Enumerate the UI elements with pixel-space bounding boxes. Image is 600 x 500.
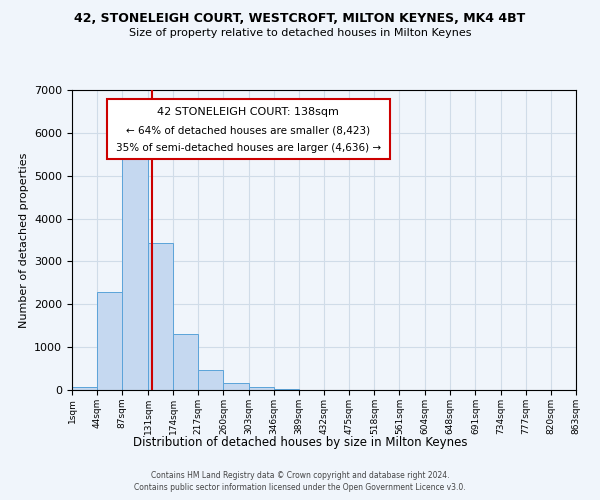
Bar	[122, 155, 148, 390]
Bar	[173, 334, 198, 390]
Text: 42, STONELEIGH COURT, WESTCROFT, MILTON KEYNES, MK4 4BT: 42, STONELEIGH COURT, WESTCROFT, MILTON …	[74, 12, 526, 26]
Text: Contains public sector information licensed under the Open Government Licence v3: Contains public sector information licen…	[134, 484, 466, 492]
Bar	[248, 387, 274, 390]
Text: Contains HM Land Registry data © Crown copyright and database right 2024.: Contains HM Land Registry data © Crown c…	[151, 472, 449, 480]
Bar	[274, 389, 299, 390]
Bar	[72, 388, 97, 390]
Y-axis label: Number of detached properties: Number of detached properties	[19, 152, 29, 328]
Text: 35% of semi-detached houses are larger (4,636) →: 35% of semi-detached houses are larger (…	[116, 143, 381, 153]
Text: ← 64% of detached houses are smaller (8,423): ← 64% of detached houses are smaller (8,…	[127, 125, 370, 135]
Text: Distribution of detached houses by size in Milton Keynes: Distribution of detached houses by size …	[133, 436, 467, 449]
Bar	[198, 370, 223, 390]
Bar	[223, 382, 248, 390]
Bar	[148, 244, 173, 390]
Bar	[97, 292, 122, 390]
FancyBboxPatch shape	[107, 99, 389, 159]
Text: Size of property relative to detached houses in Milton Keynes: Size of property relative to detached ho…	[129, 28, 471, 38]
Text: 42 STONELEIGH COURT: 138sqm: 42 STONELEIGH COURT: 138sqm	[157, 107, 340, 117]
